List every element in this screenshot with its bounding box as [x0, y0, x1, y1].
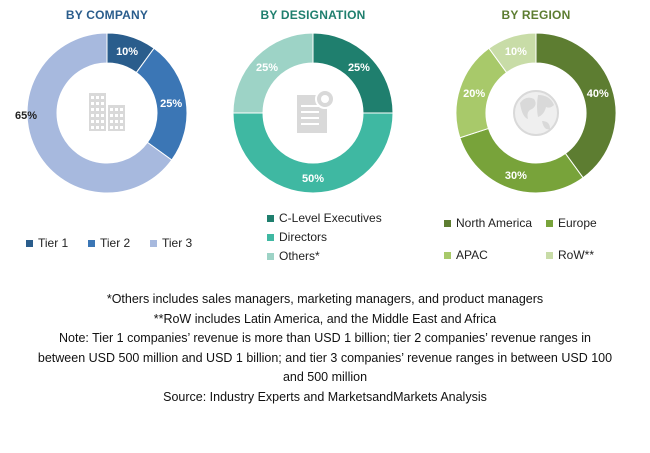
legend-swatch	[546, 219, 553, 227]
legend-item-others: Others*	[267, 249, 320, 263]
legend-swatch	[267, 233, 274, 241]
legend-label: Tier 2	[100, 236, 131, 250]
slice-label: 10%	[505, 46, 527, 58]
footnotes: *Others includes sales managers, marketi…	[0, 290, 650, 407]
footnote-row: **RoW includes Latin America, and the Mi…	[153, 311, 497, 326]
legend-swatch	[26, 239, 33, 247]
legend-item-apac: APAC	[444, 248, 488, 262]
footnote-tier-note-1: Note: Tier 1 companies’ revenue is more …	[59, 331, 591, 345]
legend-label: North America	[456, 216, 533, 230]
chart-by-designation: BY DESIGNATION 25% 50% 25%	[213, 0, 413, 270]
legend-swatch	[267, 252, 274, 260]
legend-label: RoW**	[558, 248, 595, 262]
globe-icon	[513, 90, 559, 136]
legend-swatch	[88, 239, 95, 247]
legend-label: C-Level Executives	[279, 211, 382, 225]
slice-label: 20%	[463, 88, 485, 100]
chart-title: BY REGION	[501, 8, 571, 22]
legend-swatch	[546, 251, 553, 259]
chart-by-company: BY COMPANY 10% 25% 65%	[7, 0, 207, 270]
footnote-tier-note-3: and 500 million	[282, 370, 368, 384]
footnote-source: Source: Industry Experts and MarketsandM…	[163, 389, 487, 404]
chart-title: BY COMPANY	[65, 8, 149, 22]
legend-label: Tier 3	[162, 236, 193, 250]
donut-chart-company: 10% 25% 65%	[15, 32, 188, 194]
legend-item-europe: Europe	[546, 216, 597, 230]
legend-swatch	[444, 219, 451, 227]
slice-label: 50%	[302, 173, 324, 185]
slice-label: 25%	[160, 98, 182, 110]
certificate-document-icon	[297, 89, 335, 133]
legend-item-directors: Directors	[267, 230, 327, 244]
legend-item-row: RoW**	[546, 248, 594, 262]
legend-swatch	[444, 251, 451, 259]
slice-label: 30%	[505, 170, 527, 182]
footnote-others: *Others includes sales managers, marketi…	[106, 292, 544, 306]
legend-label: Tier 1	[38, 236, 69, 250]
chart-by-region: BY REGION 40% 30% 20% 10%	[436, 0, 636, 270]
slice-label: 25%	[256, 62, 278, 74]
legend-item-tier-3: Tier 3	[150, 236, 192, 250]
donut-chart-designation: 25% 50% 25%	[232, 32, 394, 194]
legend-item-c-level: C-Level Executives	[267, 211, 382, 225]
donut-chart-region: 40% 30% 20% 10%	[455, 32, 617, 194]
slice-label: 65%	[15, 110, 37, 122]
legend-label: Others*	[279, 249, 320, 263]
slice-label: 10%	[116, 46, 138, 58]
legend-item-tier-2: Tier 2	[88, 236, 130, 250]
legend-label: Directors	[279, 230, 328, 244]
footnote-tier-note-2: between USD 500 million and USD 1 billio…	[37, 350, 613, 365]
slice-label: 40%	[587, 88, 609, 100]
legend-item-tier-1: Tier 1	[26, 236, 68, 250]
legend-item-north-america: North America	[444, 216, 532, 230]
slice-label: 25%	[348, 62, 370, 74]
legend-label: Europe	[558, 216, 597, 230]
legend-label: APAC	[456, 248, 488, 262]
legend-swatch	[150, 239, 157, 247]
legend-swatch	[267, 214, 274, 222]
buildings-icon	[89, 93, 125, 131]
chart-title: BY DESIGNATION	[260, 8, 366, 22]
